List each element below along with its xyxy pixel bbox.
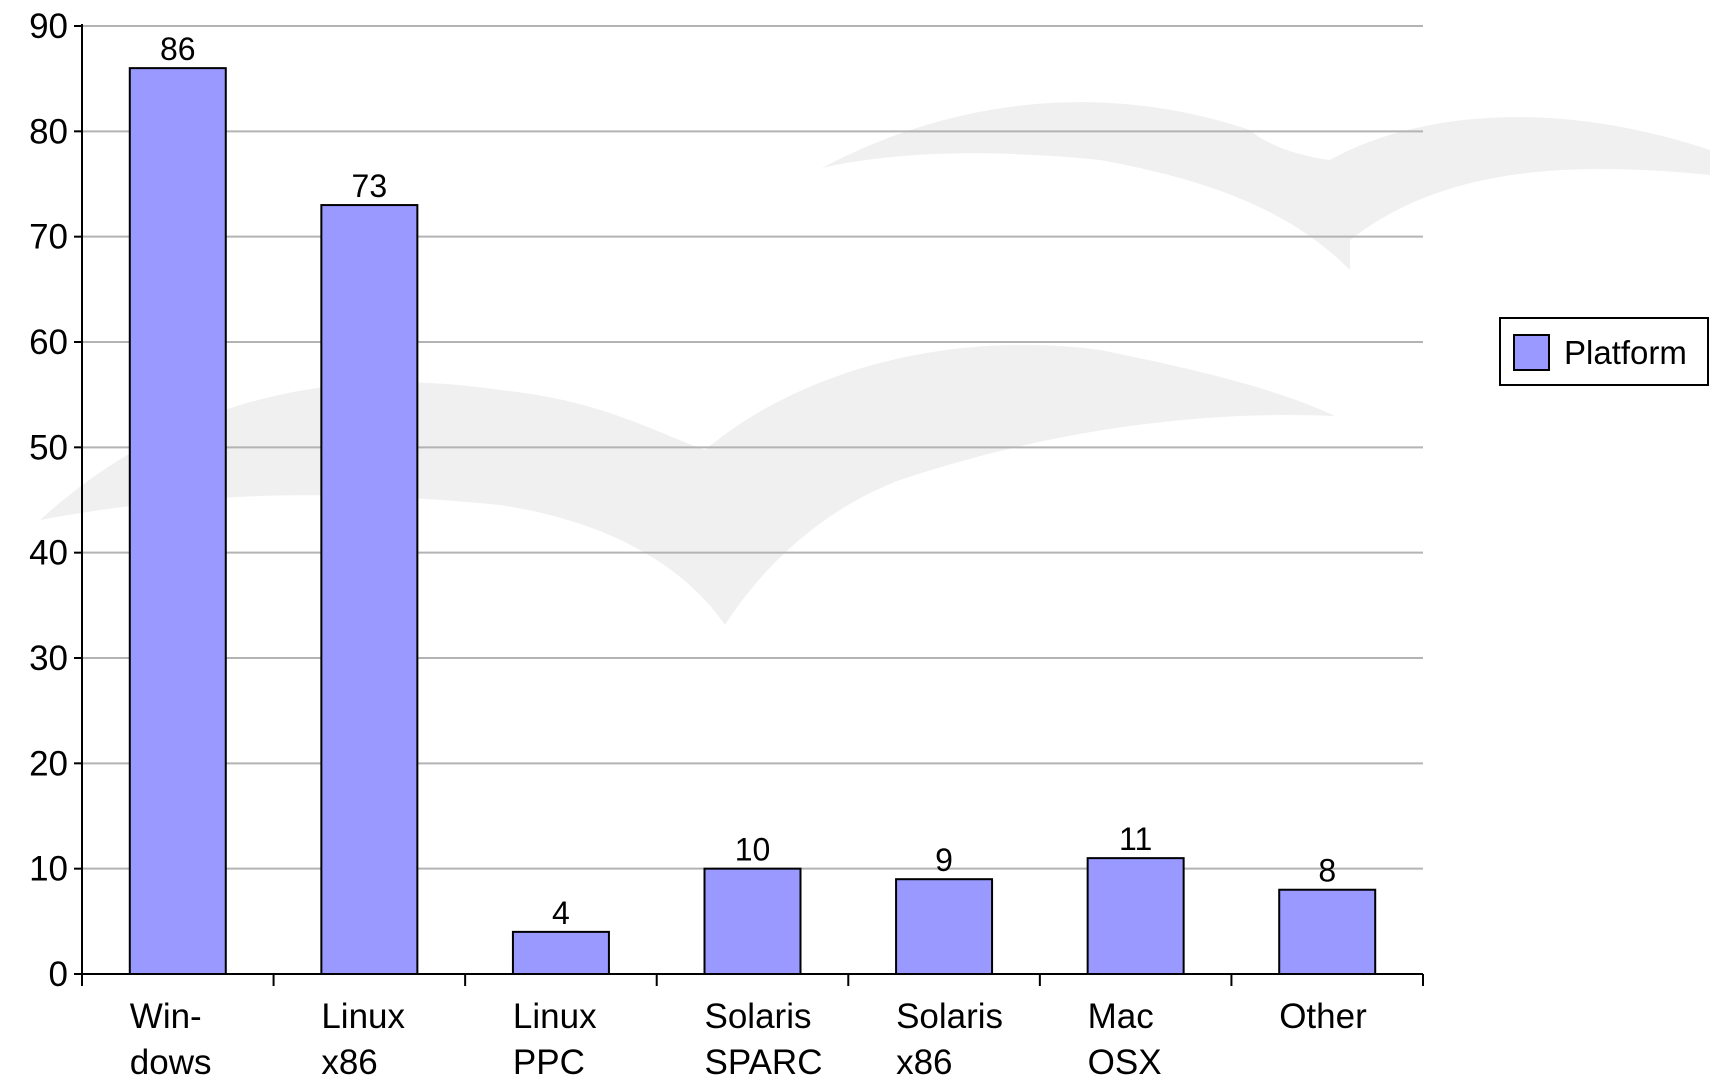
bar [1278, 888, 1377, 976]
x-tick-label-line: SPARC [705, 1043, 823, 1082]
legend-swatch [1513, 334, 1550, 371]
legend-label: Platform [1564, 334, 1687, 371]
data-label: 4 [552, 895, 570, 931]
data-label: 10 [735, 832, 771, 868]
x-tick-label-line: Win- [130, 997, 202, 1036]
x-tick-label-line: PPC [513, 1043, 585, 1082]
x-tick-label-line: Linux [513, 997, 597, 1036]
x-tick-label: Mac OSX [1088, 997, 1162, 1082]
data-label: 73 [352, 168, 388, 204]
y-tick-label: 30 [29, 639, 68, 678]
x-tick-label-line: Solaris [705, 997, 812, 1036]
y-tick-label: 10 [29, 850, 68, 889]
data-label: 9 [935, 842, 953, 878]
watermark [40, 102, 1710, 625]
bar [1086, 857, 1185, 976]
y-tick-label: 80 [29, 112, 68, 151]
y-tick-label: 0 [49, 955, 68, 994]
x-tick-label-line: Solaris [896, 997, 1003, 1036]
x-tick-label-line: x86 [321, 1043, 377, 1082]
x-tick-label: Solaris x86 [896, 997, 1003, 1082]
data-label: 8 [1318, 853, 1336, 889]
y-tick-label: 60 [29, 323, 68, 362]
x-tick-label-line: Mac [1088, 997, 1154, 1036]
bar [511, 930, 610, 975]
x-tick-label: Win-dows [130, 997, 212, 1082]
x-tick-label: Linux x86 [321, 997, 405, 1082]
y-tick-label: 50 [29, 428, 68, 467]
x-tick-label: Other [1279, 997, 1367, 1036]
bar [128, 67, 227, 975]
x-tick-label: Solaris SPARC [705, 997, 823, 1082]
y-tick-label: 40 [29, 534, 68, 573]
y-tick-label: 20 [29, 744, 68, 783]
bar [703, 867, 802, 976]
data-label: 11 [1119, 821, 1152, 857]
x-tick-label-line: OSX [1088, 1043, 1162, 1082]
bar [320, 204, 419, 976]
x-tick-label: Linux PPC [513, 997, 597, 1082]
data-label: 86 [160, 31, 196, 67]
bar [895, 878, 994, 976]
x-tick-label-line: Linux [321, 997, 405, 1036]
y-tick-label: 70 [29, 218, 68, 257]
y-tick-label: 90 [29, 7, 68, 46]
x-tick-label-line: x86 [896, 1043, 952, 1082]
x-tick-label-line: dows [130, 1043, 212, 1082]
x-tick-label-line: Other [1279, 997, 1367, 1036]
